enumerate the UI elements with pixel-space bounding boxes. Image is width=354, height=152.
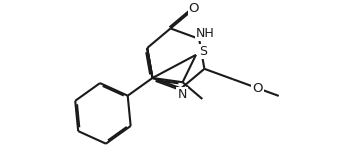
Text: O: O	[252, 82, 263, 95]
Text: S: S	[199, 45, 207, 58]
Text: NH: NH	[196, 27, 215, 40]
Text: N: N	[177, 88, 187, 101]
Text: O: O	[189, 2, 199, 15]
